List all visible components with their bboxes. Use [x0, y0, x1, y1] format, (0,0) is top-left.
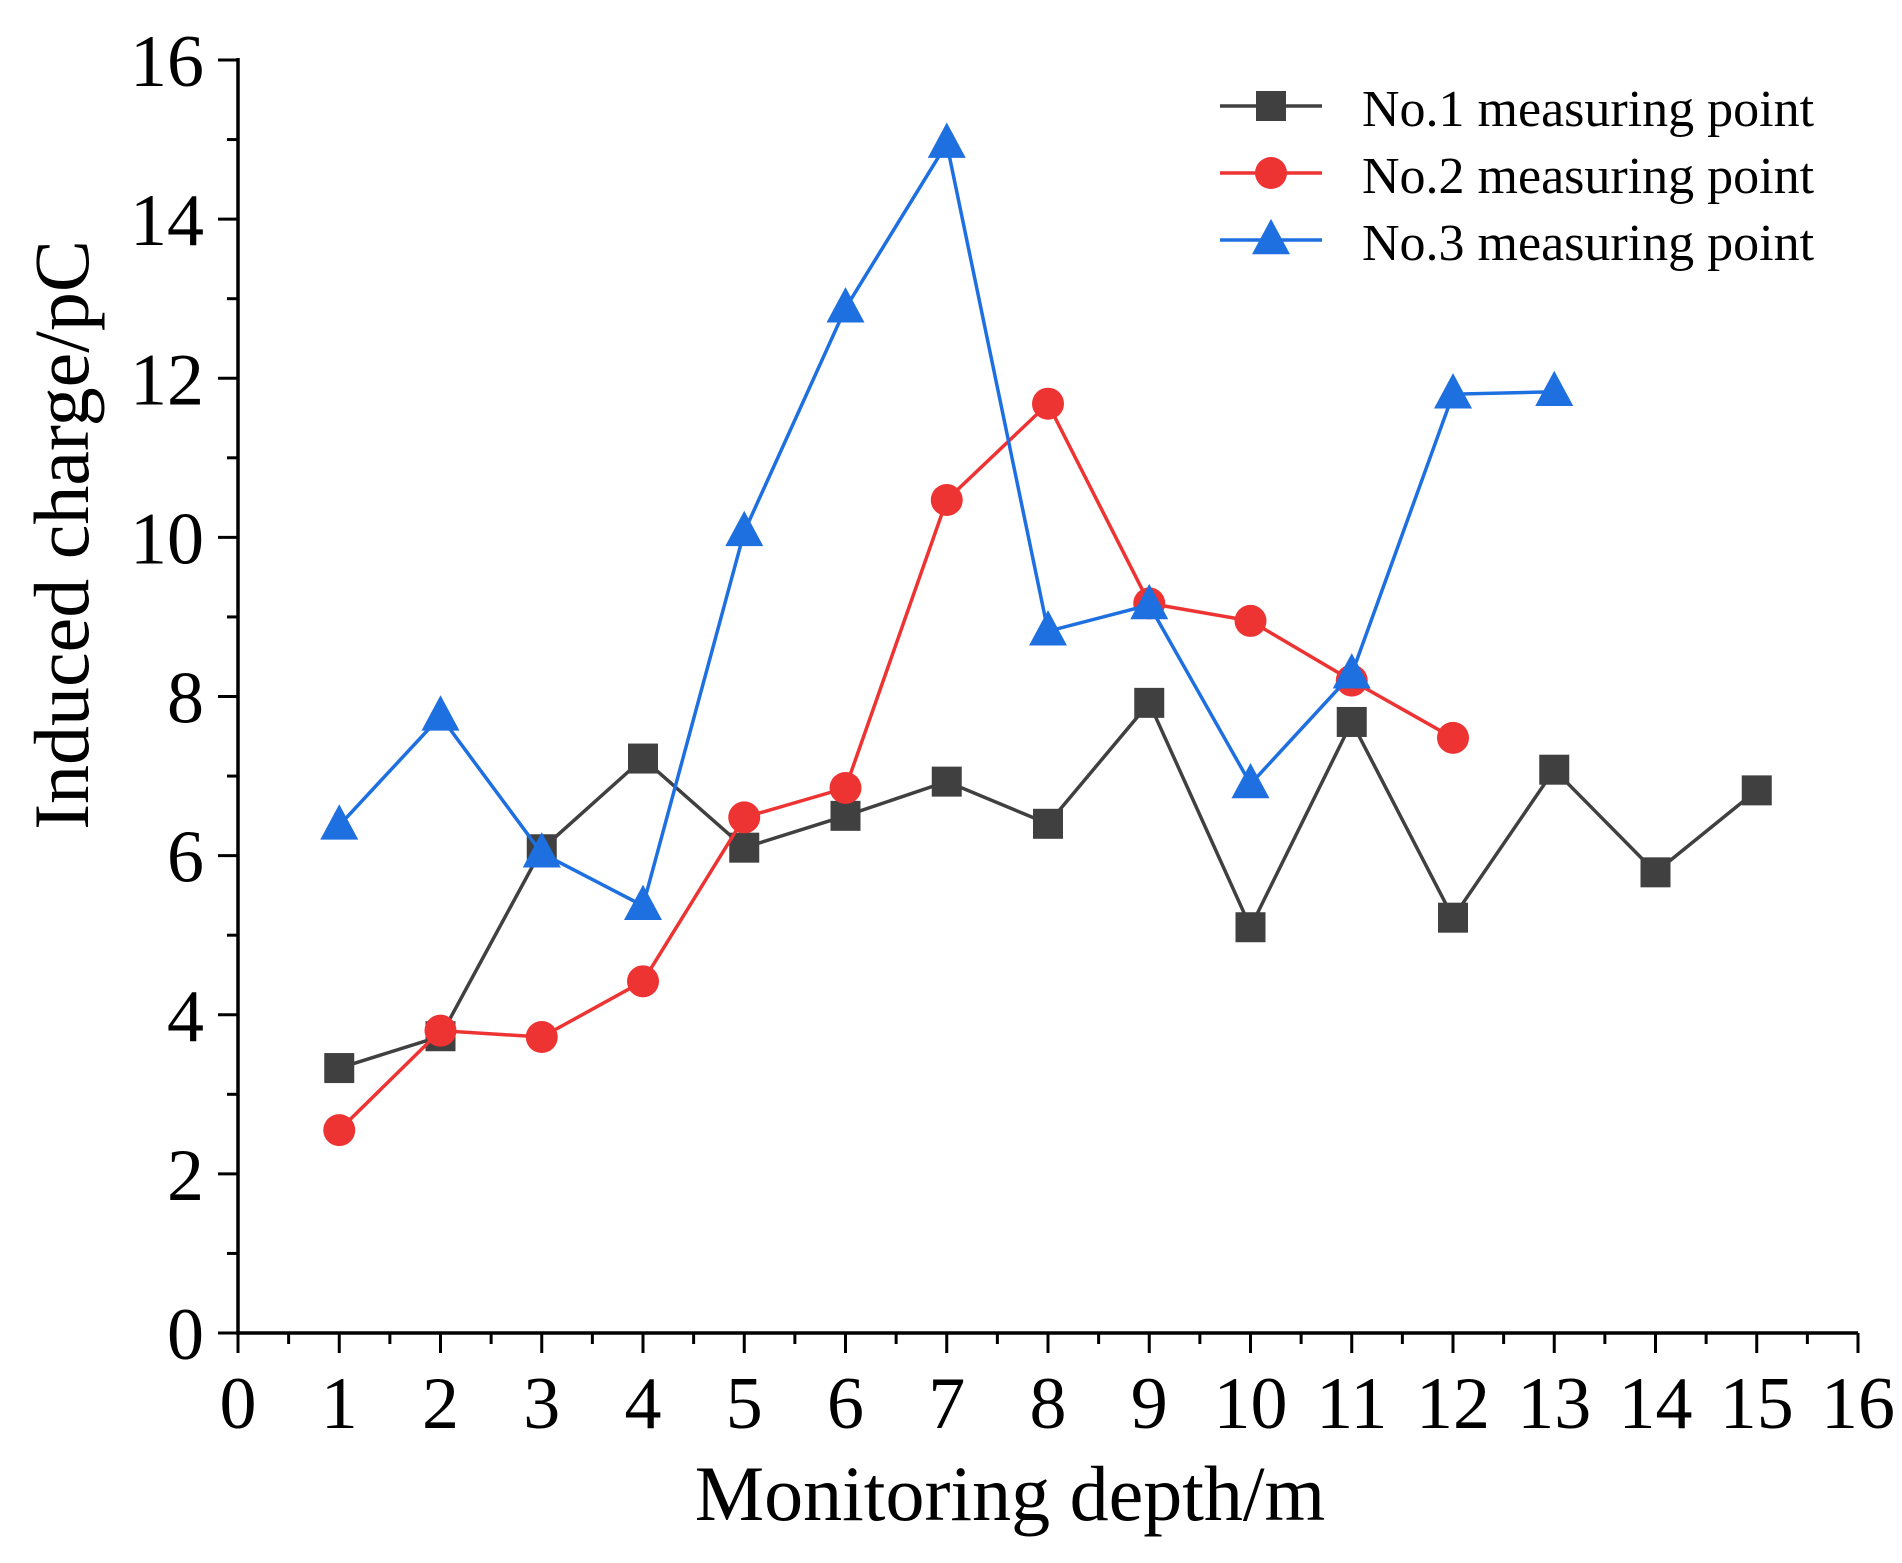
y-tick-label: 12: [130, 339, 204, 421]
x-tick-label: 12: [1416, 1363, 1490, 1445]
series-layer: [320, 122, 1772, 1147]
x-tick-label: 2: [422, 1363, 459, 1445]
series-3-point: [1332, 653, 1371, 689]
legend-label: No.3 measuring point: [1362, 215, 1815, 272]
legend-label: No.2 measuring point: [1362, 148, 1815, 205]
x-tick-label: 0: [220, 1363, 257, 1445]
x-tick-label: 6: [827, 1363, 864, 1445]
x-tick-label: 4: [625, 1363, 662, 1445]
series-2-point: [1032, 387, 1064, 420]
series-3-point: [725, 510, 764, 547]
x-tick-label: 3: [523, 1363, 560, 1445]
series-3-point: [1130, 583, 1169, 620]
x-tick-label: 11: [1316, 1363, 1387, 1445]
series-1-point: [1640, 857, 1671, 888]
legend-label: No.1 measuring point: [1362, 81, 1815, 138]
series-2-point: [424, 1014, 457, 1047]
x-tick-label: 16: [1821, 1363, 1895, 1445]
series-3-point: [320, 804, 359, 840]
series-3: [320, 122, 1574, 921]
legend-entry-3: No.3 measuring point: [1220, 215, 1815, 272]
y-tick-label: 16: [130, 21, 204, 103]
y-tick-label: 0: [167, 1294, 204, 1376]
x-tick-label: 10: [1214, 1363, 1288, 1445]
series-1-point: [1134, 687, 1165, 718]
y-tick-label: 10: [130, 498, 204, 580]
series-1-point: [931, 766, 962, 797]
legend: No.1 measuring point No.2 measuring point…: [1220, 81, 1815, 272]
x-tick-label: 14: [1619, 1363, 1693, 1445]
series-3-point: [826, 287, 865, 323]
x-tick-label: 7: [928, 1363, 965, 1445]
y-tick-label: 4: [167, 976, 204, 1058]
series-1-point: [324, 1053, 355, 1084]
series-1-point: [1235, 912, 1266, 943]
legend-entry-1: No.1 measuring point: [1220, 81, 1815, 138]
series-2-point: [728, 801, 761, 834]
series-1-point: [729, 832, 760, 863]
series-1-point: [1741, 775, 1772, 806]
series-3-point: [1535, 370, 1574, 407]
series-1-point: [1438, 902, 1468, 933]
x-tick-label: 8: [1030, 1363, 1067, 1445]
series-1-point: [1539, 754, 1570, 785]
series-2-point: [525, 1021, 558, 1054]
series-2-point: [930, 483, 963, 516]
series-3-point: [1029, 610, 1067, 646]
x-tick-label: 13: [1517, 1363, 1591, 1445]
series-1-point: [628, 743, 658, 774]
series-1-point: [1033, 808, 1063, 839]
series-3-point: [927, 122, 966, 158]
series-2-line: [338, 400, 1454, 1132]
series-3-point: [522, 832, 561, 868]
series-1-point: [830, 800, 861, 831]
series-3-point: [421, 695, 460, 731]
x-tick-label: 9: [1131, 1363, 1168, 1445]
series-2-point: [323, 1114, 356, 1147]
series-2: [323, 387, 1469, 1147]
y-tick-label: 2: [167, 1135, 204, 1217]
y-tick-label: 14: [130, 180, 204, 262]
legend-marker: [1252, 218, 1290, 255]
series-1-point: [1336, 706, 1367, 737]
x-tick-label: 15: [1720, 1363, 1794, 1445]
legend-entry-2: No.2 measuring point: [1220, 148, 1815, 205]
y-tick-label: 6: [167, 817, 204, 899]
series-2-point: [829, 771, 862, 804]
series-3-point: [1231, 762, 1270, 799]
x-tick-label: 5: [726, 1363, 763, 1445]
y-tick-label: 8: [167, 658, 204, 740]
legend-marker: [1255, 157, 1287, 189]
y-axis-title: Induced charge/pC: [18, 240, 105, 830]
legend-marker: [1256, 91, 1286, 121]
series-2-point: [1437, 721, 1469, 754]
series-3-point: [624, 884, 662, 921]
series-2-point: [1234, 604, 1267, 637]
x-axis-title: Monitoring depth/m: [695, 1450, 1325, 1537]
series-3-point: [1434, 373, 1472, 409]
series-2-point: [627, 965, 659, 998]
x-tick-label: 1: [321, 1363, 358, 1445]
